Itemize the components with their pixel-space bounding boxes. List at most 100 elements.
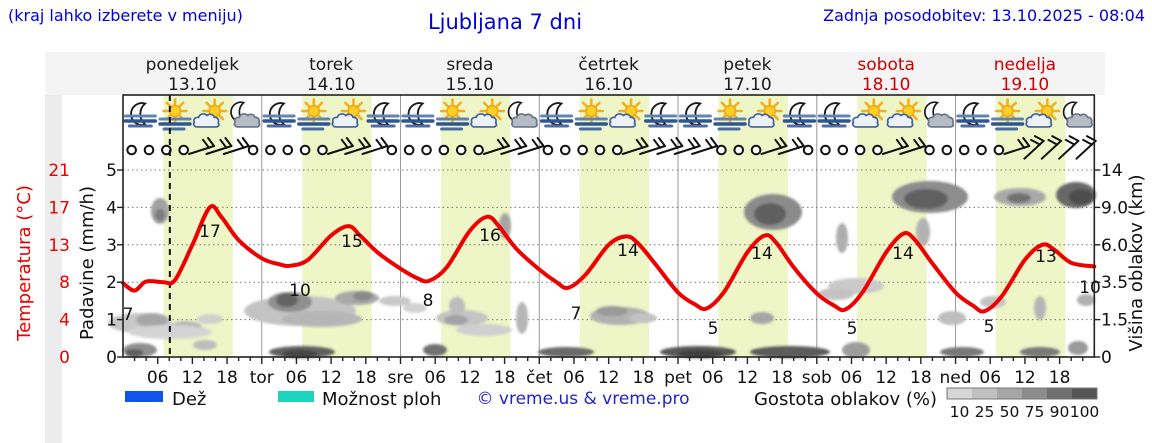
wind-calm-icon [299,144,311,156]
cloud-height-tick-label: 14 [1101,161,1123,181]
time-axis-labels: 06 12 18 tor 06 12 18 sre 06 12 18 čet 06 12 18 pet 06 12… [147,368,1071,388]
wind-calm-icon [126,144,137,156]
cloud-density-swatch [1072,388,1097,399]
day-date-label: 13.10 [168,75,217,95]
rain-legend-label: Dež [172,389,206,410]
cloud-density-legend-label: Gostota oblakov (%) [754,389,937,410]
wind-barb-icon [500,137,528,155]
wind-calm-icon [455,144,467,156]
day-name-label: torek [309,55,353,75]
temperature-value-label: 16 [479,226,501,246]
hour-label: 06 [702,368,724,388]
hour-label: 18 [633,368,655,388]
wind-barb-icon [899,137,927,155]
temperature-value-label: 14 [751,244,773,264]
day-date-label: 15.10 [446,75,495,95]
wind-calm-icon [854,144,866,156]
cloud-density-swatch [997,388,1022,399]
hour-label: 12 [875,368,897,388]
day-abbrev-label: tor [250,368,274,388]
temperature-value-label: 7 [571,304,582,324]
cloud-density-bar-border [946,387,1098,400]
temperature-value-label: 8 [423,291,434,311]
weather-icon-moon-fog [678,102,713,128]
precip-tick-label: 4 [106,198,117,218]
wind-calm-icon [594,144,606,156]
temperature-value-label: 14 [617,241,639,261]
weather-icon-sun-cloud [851,98,887,128]
wind-barb-icon [621,137,649,155]
weather-icon-moon-fog [956,102,990,128]
weather-icon-sun-cloud [609,98,644,128]
hour-label: 18 [771,368,793,388]
hour-label: 12 [737,368,759,388]
hour-label: 12 [598,368,620,388]
hour-label: 18 [1049,368,1071,388]
showers-legend-swatch [278,391,314,402]
temperature-value-label: 10 [1079,278,1101,298]
weather-icon-moon-cloud [230,101,261,128]
day-header-band [45,52,1105,95]
axis-ticks [117,169,1101,364]
temp-tick-label: 4 [59,311,70,331]
temperature-curve [121,204,1097,314]
temperature-value-label: 7 [123,305,134,325]
wind-calm-icon [802,144,814,156]
weather-icon-moon-fog [262,102,296,128]
weather-icon-sun-cloud [747,98,783,128]
temperature-value-label: 5 [708,319,719,339]
legend: Dež Možnost ploh © vreme.us & vreme.pro Gos… [125,387,1099,421]
day-abbrev-label: pet [664,368,692,388]
wind-calm-icon [941,144,953,156]
day-date-label: 19.10 [1001,75,1050,95]
temperature-value-label: 17 [199,222,221,242]
hour-label: 06 [286,368,308,388]
wind-barb-icon [482,137,510,155]
hour-label: 18 [216,368,238,388]
temp-tick-label: 17 [48,198,70,218]
wind-calm-icon [265,144,276,156]
temperature-axis-title: Temperatura (°C) [14,185,35,342]
weather-icon-sun-cloud [886,98,922,128]
weather-icon-sun-fog [158,98,192,131]
wind-calm-icon [542,144,554,156]
precip-tick-label: 3 [106,236,117,256]
wind-barb-icon [344,137,372,155]
weather-icon-moon-fog [782,102,817,128]
wind-calm-icon [612,144,623,156]
last-update-text: Zadnja posodobitev: 13.10.2025 - 08:04 [823,6,1145,25]
temperature-value-label: 14 [892,244,914,264]
wind-calm-icon [577,144,588,156]
weather-icon-sun-fog [990,98,1025,131]
weather-icon-sun-cloud [1025,98,1061,128]
temp-tick-label: 13 [48,236,70,256]
wind-calm-icon [282,144,294,156]
day-abbrev-label: sre [388,368,414,388]
hour-label: 06 [424,368,446,388]
wind-barb-icon [673,137,701,155]
cloud-height-tick-label: 6.0 [1101,236,1128,256]
weather-icon-moon-cloud [924,101,955,128]
wind-barb-icon [361,137,389,155]
precip-tick-label: 2 [106,273,117,293]
temperature-value-label: 5 [847,319,858,339]
hour-label: 12 [459,368,481,388]
day-abbrev-label: sob [802,368,832,388]
weather-icon-moon-fog [366,102,400,128]
weather-icon-moon-cloud [507,101,538,128]
hour-label: 12 [320,368,342,388]
temperature-value-labels: 7 17 10 15 8 16 7 14 5 14 5 14 5 13 10 [123,222,1101,339]
wind-calm-icon [317,144,328,156]
hour-label: 12 [1014,368,1036,388]
day-abbrev-label: ned [940,368,972,388]
wind-calm-icon [872,144,883,156]
wind-calm-icon [403,144,415,156]
day-abbrev-label: čet [526,368,553,388]
wind-calm-icon [958,144,970,156]
cloud-density-swatch [947,388,972,399]
wind-calm-icon [421,144,432,156]
wind-calm-icon [178,144,190,156]
weather-icon-sun-cloud [470,98,506,128]
